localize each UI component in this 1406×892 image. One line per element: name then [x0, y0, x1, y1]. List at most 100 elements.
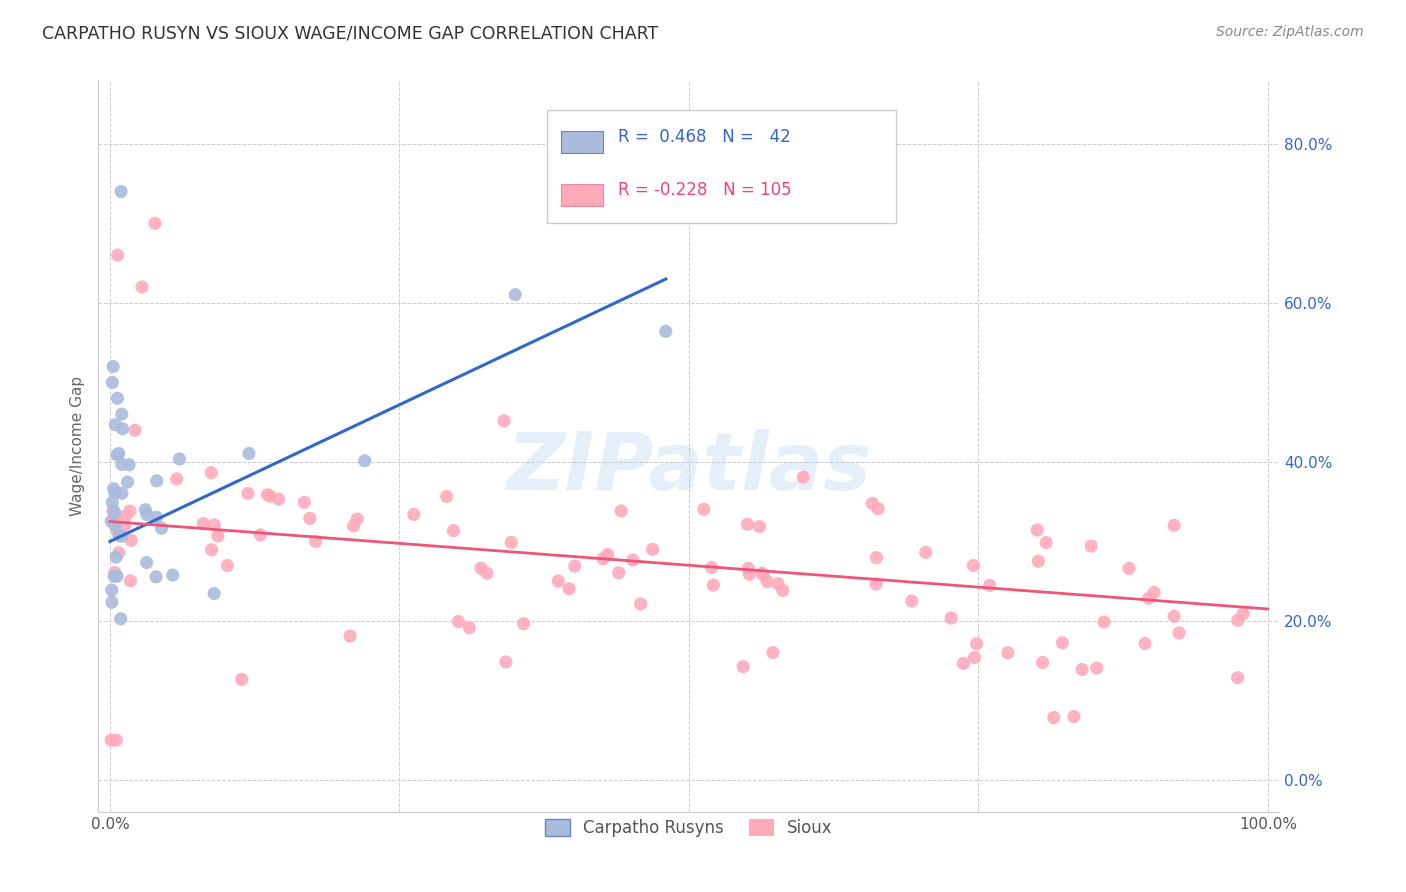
Point	[475, 566, 498, 581]
Point	[166, 472, 188, 486]
Point	[495, 655, 517, 669]
Point	[865, 550, 887, 565]
Point	[134, 502, 156, 516]
Point	[1163, 518, 1185, 533]
Point	[1052, 636, 1074, 650]
Point	[762, 646, 785, 660]
Point	[738, 567, 761, 582]
Point	[117, 475, 139, 489]
Point	[1063, 709, 1085, 723]
Point	[105, 550, 128, 565]
Point	[101, 595, 124, 609]
Point	[101, 359, 124, 374]
Point	[655, 325, 678, 339]
Point	[952, 657, 974, 671]
Point	[1026, 523, 1049, 537]
Point	[105, 733, 128, 747]
Point	[641, 542, 664, 557]
Point	[249, 528, 271, 542]
Point	[1042, 710, 1064, 724]
Point	[979, 578, 1001, 592]
Point	[458, 621, 481, 635]
Point	[217, 558, 239, 573]
Point	[104, 485, 127, 500]
Point	[100, 514, 122, 528]
Point	[110, 185, 132, 199]
Point	[150, 521, 173, 535]
Point	[860, 496, 883, 510]
Point	[107, 446, 129, 460]
Point	[353, 454, 375, 468]
Point	[558, 582, 581, 596]
Point	[630, 597, 652, 611]
Text: R =  0.468   N =   42: R = 0.468 N = 42	[619, 128, 790, 145]
Point	[103, 569, 125, 583]
Point	[103, 516, 125, 531]
Point	[267, 492, 290, 507]
Point	[104, 518, 127, 533]
Point	[101, 583, 124, 598]
Point	[305, 534, 328, 549]
Point	[443, 524, 465, 538]
Point	[118, 458, 141, 472]
Point	[292, 495, 315, 509]
Point	[103, 482, 125, 496]
Point	[162, 568, 184, 582]
Point	[107, 392, 129, 406]
Point	[914, 545, 936, 559]
Point	[748, 519, 770, 533]
Point	[105, 569, 128, 583]
Point	[1028, 554, 1050, 568]
Point	[610, 504, 633, 518]
Point	[997, 646, 1019, 660]
Point	[1232, 607, 1254, 621]
Point	[108, 515, 131, 529]
Point	[104, 505, 127, 519]
Point	[702, 578, 724, 592]
Point	[751, 566, 773, 581]
Point	[1118, 561, 1140, 575]
Point	[470, 561, 492, 575]
Point	[756, 574, 779, 589]
Point	[436, 490, 458, 504]
Point	[402, 508, 425, 522]
Point	[621, 553, 644, 567]
Text: ZIPatlas: ZIPatlas	[506, 429, 872, 507]
Point	[1163, 609, 1185, 624]
Point	[737, 561, 759, 575]
Point	[104, 417, 127, 432]
Point	[752, 568, 775, 582]
Point	[1226, 671, 1249, 685]
Point	[143, 216, 166, 230]
Point	[772, 583, 794, 598]
Point	[733, 659, 755, 673]
Point	[547, 574, 569, 588]
Point	[120, 533, 142, 548]
Point	[104, 566, 127, 580]
Point	[101, 376, 124, 390]
Point	[1035, 535, 1057, 549]
Point	[118, 504, 141, 518]
Point	[259, 489, 281, 503]
Text: Source: ZipAtlas.com: Source: ZipAtlas.com	[1216, 25, 1364, 39]
Point	[124, 423, 146, 437]
Point	[105, 448, 128, 462]
Point	[145, 474, 167, 488]
Point	[1085, 661, 1108, 675]
Point	[202, 518, 225, 533]
Point	[737, 517, 759, 532]
Point	[865, 577, 887, 591]
Point	[231, 673, 253, 687]
Point	[792, 470, 814, 484]
Point	[700, 560, 723, 574]
Text: R = -0.228   N = 105: R = -0.228 N = 105	[619, 181, 792, 199]
Point	[1080, 539, 1102, 553]
Point	[110, 612, 132, 626]
Point	[193, 516, 215, 531]
Point	[1226, 613, 1249, 627]
Point	[447, 615, 470, 629]
Point	[494, 414, 516, 428]
Y-axis label: Wage/Income Gap: Wage/Income Gap	[70, 376, 86, 516]
Point	[693, 502, 716, 516]
Point	[120, 574, 142, 588]
